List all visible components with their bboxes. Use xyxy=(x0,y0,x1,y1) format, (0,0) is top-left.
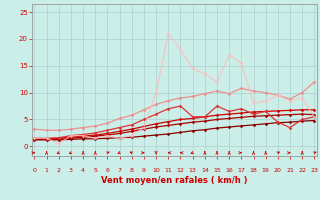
X-axis label: Vent moyen/en rafales ( km/h ): Vent moyen/en rafales ( km/h ) xyxy=(101,176,248,185)
